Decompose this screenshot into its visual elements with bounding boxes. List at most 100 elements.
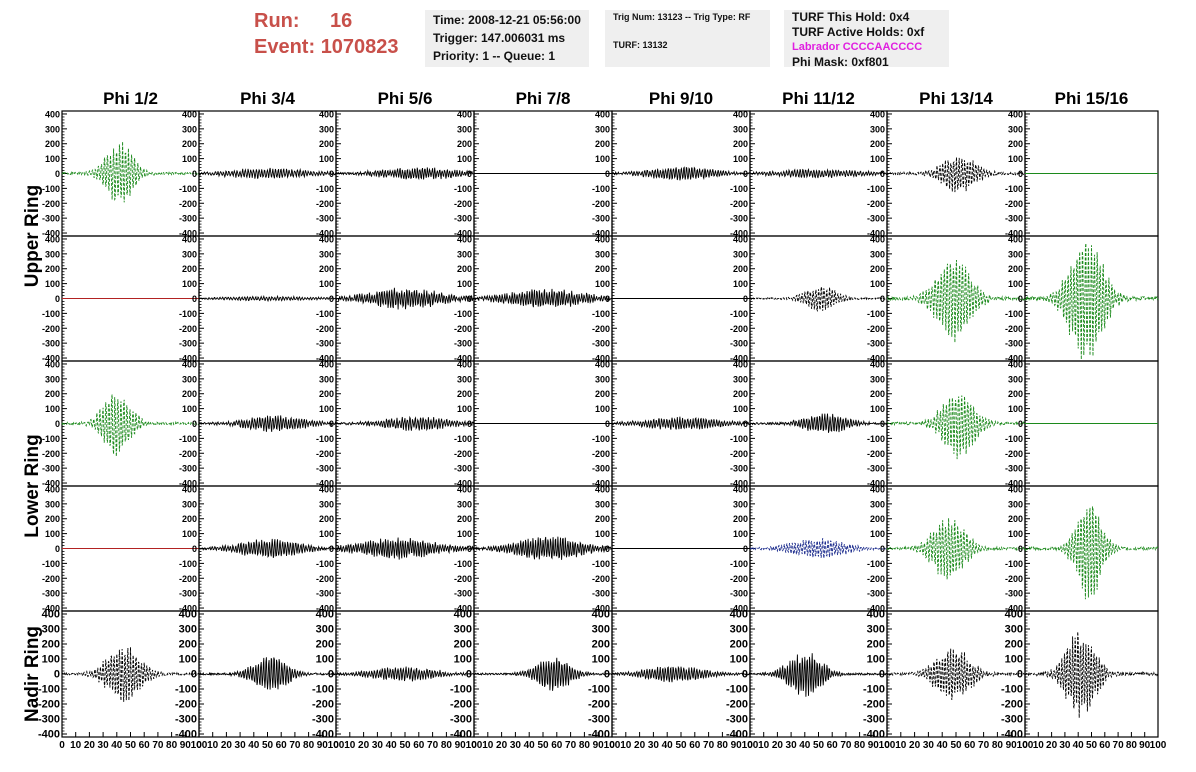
- y-tick-label: 200: [1008, 139, 1023, 149]
- y-tick-label: 200: [319, 139, 334, 149]
- y-tick-label: 400: [319, 484, 334, 494]
- y-tick-label: -300: [38, 714, 60, 726]
- y-tick-label: -100: [592, 434, 610, 444]
- y-tick-label: -100: [1005, 309, 1023, 319]
- y-tick-label: -100: [1005, 559, 1023, 569]
- y-tick-label: -200: [454, 574, 472, 584]
- x-tick-label: 100: [879, 740, 896, 751]
- y-tick-label: 200: [870, 264, 885, 274]
- x-tick-label: 100: [742, 740, 759, 751]
- y-tick-label: -300: [592, 214, 610, 224]
- y-tick-label: 400: [457, 109, 472, 119]
- y-tick-label: 400: [454, 609, 472, 621]
- phi-mask-text: Phi Mask: 0xf801: [792, 55, 889, 69]
- y-tick-label: -200: [316, 199, 334, 209]
- y-tick-label: 100: [595, 529, 610, 539]
- y-tick-label: -300: [867, 464, 885, 474]
- x-tick-label: 70: [1113, 740, 1125, 751]
- y-tick-label: 100: [45, 279, 60, 289]
- y-tick-label: 200: [595, 514, 610, 524]
- x-tick-label: 60: [964, 740, 976, 751]
- y-tick-label: -400: [730, 354, 748, 364]
- y-tick-label: 300: [45, 124, 60, 134]
- x-tick-label: 80: [992, 740, 1004, 751]
- y-tick-label: -200: [316, 449, 334, 459]
- y-tick-label: -300: [592, 589, 610, 599]
- y-tick-label: 300: [457, 124, 472, 134]
- y-tick-label: 200: [316, 639, 334, 651]
- y-tick-label: 100: [457, 279, 472, 289]
- x-tick-label: 90: [1139, 740, 1151, 751]
- waveform-trace: [886, 395, 1026, 460]
- y-tick-label: -100: [42, 184, 60, 194]
- y-tick-label: 400: [595, 109, 610, 119]
- x-tick-label: 50: [813, 740, 825, 751]
- y-tick-label: -100: [316, 559, 334, 569]
- y-tick-label: -200: [316, 574, 334, 584]
- y-tick-label: 300: [316, 624, 334, 636]
- waveform-trace: [473, 288, 613, 308]
- y-tick-label: 200: [870, 139, 885, 149]
- x-tick-label: 0: [471, 740, 477, 751]
- x-tick-label: 0: [884, 740, 890, 751]
- y-tick-label: 400: [733, 359, 748, 369]
- x-tick-label: 0: [1022, 740, 1028, 751]
- x-tick-label: 0: [747, 740, 753, 751]
- y-tick-label: 300: [733, 374, 748, 384]
- y-tick-label: 0: [743, 169, 748, 179]
- y-tick-label: -400: [867, 354, 885, 364]
- y-tick-label: 400: [1008, 484, 1023, 494]
- y-tick-label: 100: [595, 279, 610, 289]
- waveform-trace: [198, 294, 337, 303]
- y-tick-label: 300: [1008, 374, 1023, 384]
- y-tick-label: 0: [742, 669, 748, 681]
- x-tick-label: 60: [689, 740, 701, 751]
- y-tick-label: -300: [312, 714, 334, 726]
- labrador-text: Labrador CCCCAACCCC: [792, 41, 923, 53]
- x-tick-label: 40: [799, 740, 811, 751]
- waveform-trace: [335, 415, 475, 432]
- y-tick-label: -100: [179, 184, 197, 194]
- x-tick-label: 20: [1046, 740, 1058, 751]
- y-tick-label: 300: [1008, 124, 1023, 134]
- y-tick-label: 0: [55, 169, 60, 179]
- y-tick-label: -400: [867, 479, 885, 489]
- y-tick-label: -400: [592, 604, 610, 614]
- waveform-trace: [198, 167, 337, 179]
- y-tick-label: 200: [182, 514, 197, 524]
- x-tick-label: 40: [524, 740, 536, 751]
- y-tick-label: 0: [743, 294, 748, 304]
- y-tick-label: 0: [192, 419, 197, 429]
- y-tick-label: 200: [182, 264, 197, 274]
- y-tick-label: 0: [1018, 169, 1023, 179]
- y-tick-label: 200: [182, 139, 197, 149]
- y-tick-label: -200: [592, 574, 610, 584]
- y-tick-label: -200: [312, 699, 334, 711]
- y-tick-label: 300: [457, 249, 472, 259]
- y-tick-label: 400: [45, 359, 60, 369]
- y-tick-label: 300: [319, 124, 334, 134]
- x-tick-label: 70: [840, 740, 852, 751]
- y-tick-label: -200: [867, 449, 885, 459]
- x-tick-label: 90: [180, 740, 192, 751]
- y-tick-label: -400: [730, 604, 748, 614]
- y-tick-label: 0: [192, 544, 197, 554]
- turf-text: TURF: 13132: [613, 40, 668, 50]
- y-tick-label: 200: [592, 639, 610, 651]
- y-tick-label: -300: [726, 714, 748, 726]
- y-tick-label: 300: [319, 249, 334, 259]
- y-tick-label: 200: [870, 514, 885, 524]
- x-tick-label: 10: [70, 740, 82, 751]
- y-tick-label: -400: [179, 229, 197, 239]
- y-tick-label: 200: [733, 139, 748, 149]
- y-tick-label: 400: [319, 234, 334, 244]
- y-tick-label: 100: [319, 529, 334, 539]
- y-tick-label: 200: [1008, 389, 1023, 399]
- y-tick-label: -300: [730, 589, 748, 599]
- event-label: Event:: [254, 36, 316, 58]
- y-tick-label: 200: [1005, 639, 1023, 651]
- event-line: Event: 1070823: [254, 34, 399, 60]
- y-tick-label: 300: [592, 624, 610, 636]
- y-tick-label: -400: [454, 354, 472, 364]
- y-tick-label: 0: [605, 169, 610, 179]
